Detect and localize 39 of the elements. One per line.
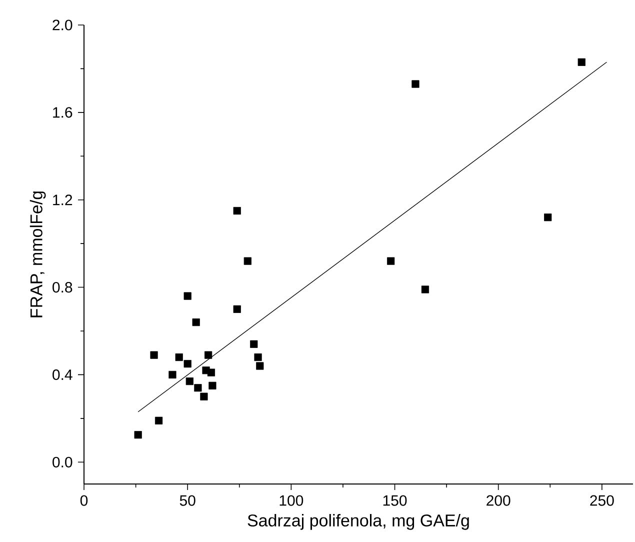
point xyxy=(186,377,194,386)
y-tick-label: 0.0 xyxy=(52,456,72,468)
point xyxy=(207,368,216,376)
y-tick-label: 2.0 xyxy=(52,20,72,30)
point xyxy=(184,360,192,368)
point xyxy=(204,351,212,359)
point xyxy=(233,206,241,215)
y-tick-label: 0.8 xyxy=(52,282,72,293)
point xyxy=(578,58,586,66)
point xyxy=(208,382,216,390)
point xyxy=(192,318,200,326)
x-tick-label: 50 xyxy=(180,495,196,506)
x-axis-title: Sadrzaj polifenola, mg GAE/g xyxy=(248,514,469,530)
point xyxy=(250,340,258,348)
point xyxy=(200,392,208,400)
point xyxy=(134,431,142,439)
point xyxy=(244,257,252,265)
point xyxy=(254,353,262,362)
y-tick-label: 1.2 xyxy=(53,194,72,206)
point xyxy=(421,286,430,294)
point xyxy=(194,384,202,392)
x-tick-label: 100 xyxy=(280,495,304,506)
y-tick-label: 1.6 xyxy=(53,107,72,118)
point xyxy=(168,370,176,379)
x-tick-label: 150 xyxy=(383,495,407,506)
y-axis-title: FRAP, mmolFe/g xyxy=(30,192,46,318)
point xyxy=(175,353,183,362)
point xyxy=(184,292,192,300)
point xyxy=(154,416,163,424)
point xyxy=(150,351,158,359)
point xyxy=(544,214,552,222)
y-tick-label: 0.4 xyxy=(52,369,72,380)
x-tick-label: 0 xyxy=(80,495,88,506)
point xyxy=(387,257,395,265)
point xyxy=(256,362,264,370)
point xyxy=(233,305,241,313)
x-tick-label: 200 xyxy=(486,495,510,506)
point xyxy=(412,80,420,88)
x-tick-label: 250 xyxy=(590,495,614,506)
